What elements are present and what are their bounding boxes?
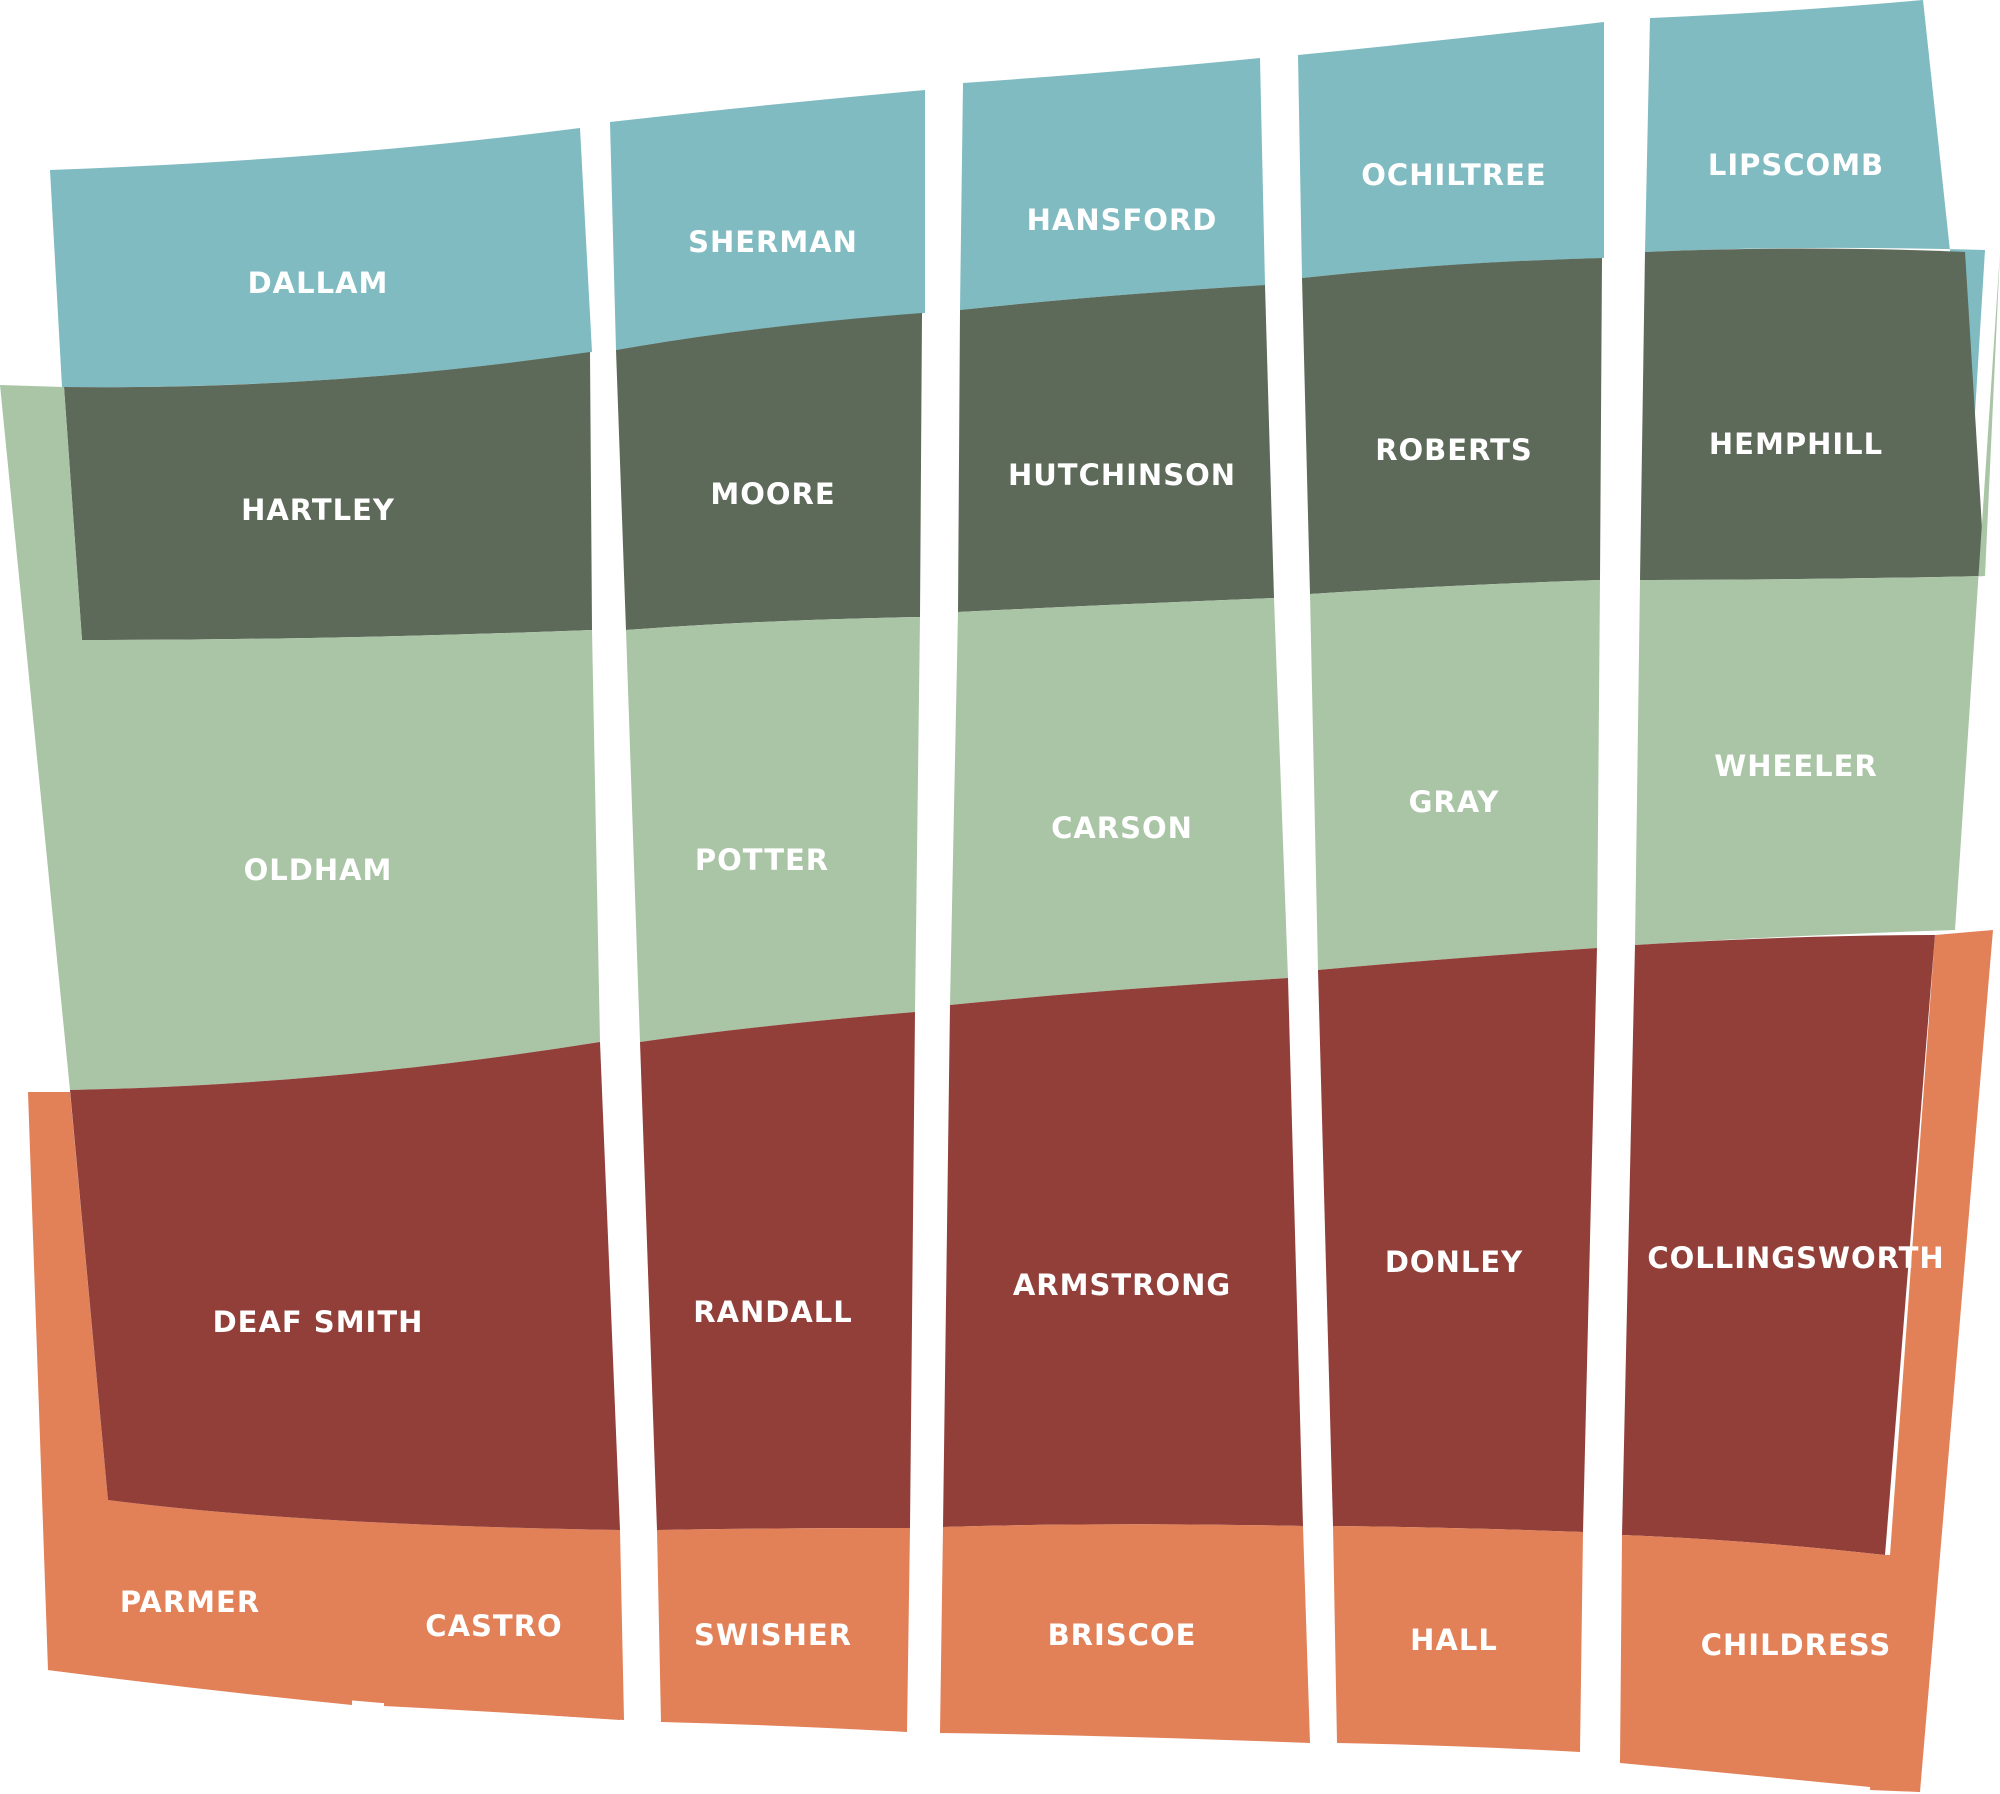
county-hutchinson[interactable]: [958, 285, 1274, 612]
county-childress[interactable]: [1620, 1535, 1920, 1792]
county-briscoe[interactable]: [940, 1524, 1310, 1743]
county-labels: DALLAM SHERMAN HANSFORD OCHILTREE LIPSCO…: [120, 148, 1944, 1662]
county-sherman[interactable]: [610, 90, 925, 350]
label-hartley: HARTLEY: [241, 493, 395, 527]
county-donley[interactable]: [1318, 948, 1597, 1532]
label-carson: CARSON: [1051, 811, 1193, 845]
label-dallam: DALLAM: [248, 266, 389, 300]
label-deaf-smith: DEAF SMITH: [213, 1305, 424, 1339]
county-armstrong[interactable]: [943, 978, 1303, 1527]
label-hansford: HANSFORD: [1027, 203, 1218, 237]
orange-underlay-east: [1870, 930, 1993, 1792]
county-hartley[interactable]: [64, 352, 592, 640]
county-dallam[interactable]: [50, 128, 592, 388]
label-roberts: ROBERTS: [1375, 433, 1533, 467]
label-parmer: PARMER: [120, 1585, 260, 1619]
county-hall[interactable]: [1333, 1526, 1583, 1752]
county-carson[interactable]: [950, 598, 1288, 1005]
county-deaf-smith[interactable]: [70, 1042, 620, 1530]
label-hall: HALL: [1410, 1623, 1498, 1657]
label-wheeler: WHEELER: [1714, 749, 1878, 783]
label-oldham: OLDHAM: [244, 853, 393, 887]
label-ochiltree: OCHILTREE: [1361, 158, 1546, 192]
label-swisher: SWISHER: [694, 1618, 852, 1652]
county-parmer[interactable]: [48, 1500, 357, 1705]
county-hemphill[interactable]: [1640, 248, 1985, 581]
label-childress: CHILDRESS: [1701, 1628, 1892, 1662]
label-briscoe: BRISCOE: [1048, 1618, 1197, 1652]
county-wheeler[interactable]: [1635, 252, 2000, 945]
county-swisher[interactable]: [657, 1528, 910, 1732]
county-gray[interactable]: [1310, 580, 1600, 970]
label-lipscomb: LIPSCOMB: [1708, 148, 1884, 182]
county-hansford[interactable]: [960, 58, 1265, 310]
county-potter[interactable]: [626, 617, 920, 1042]
label-hutchinson: HUTCHINSON: [1008, 458, 1236, 492]
county-castro[interactable]: [384, 1527, 624, 1720]
county-roberts[interactable]: [1302, 258, 1602, 594]
county-oldham[interactable]: [0, 385, 600, 1090]
label-potter: POTTER: [695, 843, 829, 877]
county-moore[interactable]: [616, 313, 922, 630]
county-randall[interactable]: [640, 1012, 915, 1530]
label-collingsworth: COLLINGSWORTH: [1647, 1241, 1944, 1275]
label-donley: DONLEY: [1385, 1245, 1523, 1279]
label-gray: GRAY: [1409, 785, 1500, 819]
county-ochiltree[interactable]: [1298, 22, 1604, 278]
label-castro: CASTRO: [425, 1609, 562, 1643]
label-sherman: SHERMAN: [688, 225, 858, 259]
label-armstrong: ARMSTRONG: [1013, 1268, 1231, 1302]
county-lipscomb[interactable]: [1645, 0, 1985, 576]
label-randall: RANDALL: [693, 1295, 853, 1329]
label-moore: MOORE: [710, 477, 835, 511]
county-collingsworth[interactable]: [1622, 935, 1935, 1555]
label-hemphill: HEMPHILL: [1709, 427, 1883, 461]
